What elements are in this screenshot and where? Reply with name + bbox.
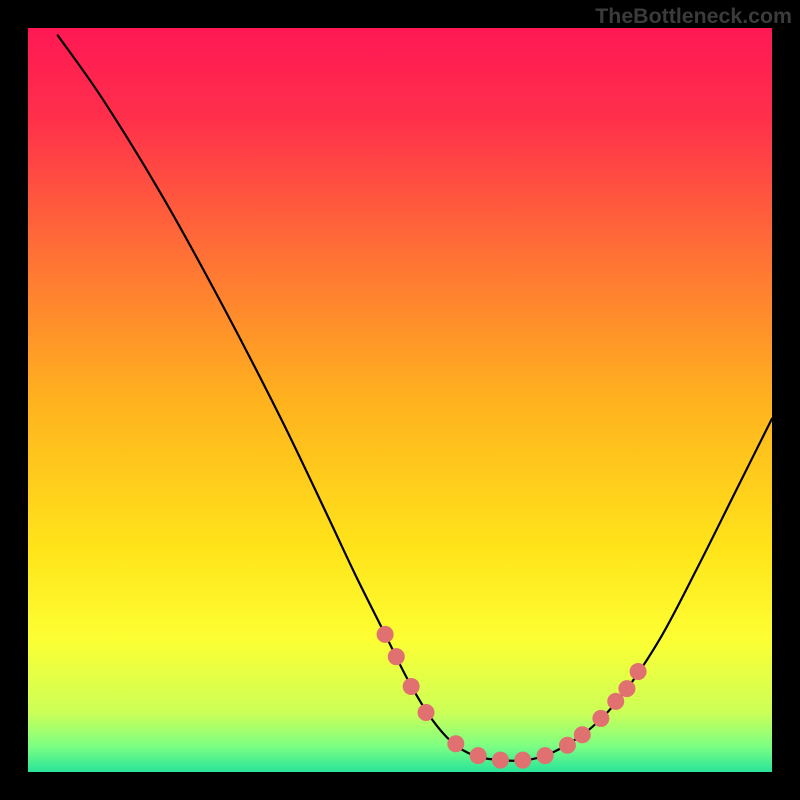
data-marker xyxy=(418,704,434,720)
bottleneck-chart xyxy=(0,0,800,800)
data-marker xyxy=(619,681,635,697)
data-marker xyxy=(537,748,553,764)
data-marker xyxy=(492,752,508,768)
data-marker xyxy=(470,748,486,764)
data-marker xyxy=(559,737,575,753)
data-marker xyxy=(388,649,404,665)
data-marker xyxy=(608,693,624,709)
data-marker xyxy=(515,752,531,768)
data-marker xyxy=(630,664,646,680)
data-marker xyxy=(574,727,590,743)
chart-container: TheBottleneck.com xyxy=(0,0,800,800)
data-marker xyxy=(448,736,464,752)
data-marker xyxy=(593,710,609,726)
data-marker xyxy=(377,626,393,642)
data-marker xyxy=(403,678,419,694)
